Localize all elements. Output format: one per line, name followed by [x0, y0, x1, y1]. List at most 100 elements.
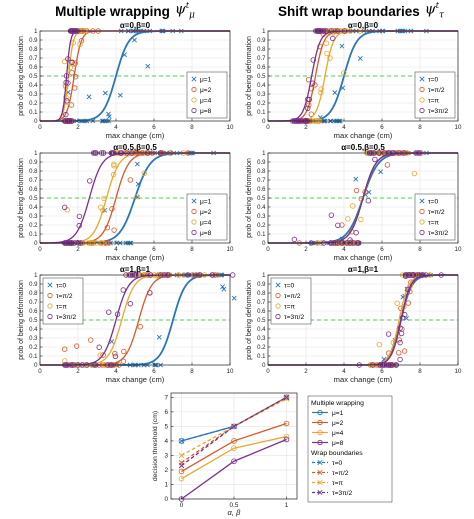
y-tick-label: 1 — [262, 151, 266, 157]
left-column-header: Multiple wrapping ψtμ — [20, 0, 230, 22]
legend-marker — [191, 97, 197, 103]
y-axis-label: prob of being deformation — [246, 280, 253, 360]
legend-marker — [47, 303, 53, 309]
data-point — [76, 213, 83, 220]
data-point — [330, 35, 336, 42]
y-tick-label: 0.8 — [29, 169, 38, 175]
x-tick-label: 10 — [227, 246, 234, 253]
y-tick-label: 0.9 — [257, 38, 266, 44]
x-tick-label: 0 — [38, 368, 42, 375]
legend-label: τ=π — [284, 303, 295, 310]
series-τ=3π/2 — [178, 394, 290, 469]
x-tick-label: 8 — [418, 368, 422, 375]
y-tick-label: 0.5 — [29, 318, 38, 324]
y-tick-label: 0.7 — [257, 300, 266, 306]
right-column-header: Shift wrap boundaries ψtτ — [248, 0, 474, 22]
y-tick-label: 0.4 — [29, 327, 38, 333]
x-tick-label: 2 — [76, 124, 80, 131]
legend-label: τ=0 — [56, 282, 66, 289]
legend-label: μ=8 — [200, 230, 212, 237]
y-tick-label: 0.8 — [29, 291, 38, 297]
y-tick-label: 0 — [34, 363, 38, 369]
legend-marker — [419, 86, 425, 93]
legend-label: μ=8 — [200, 108, 212, 115]
data-point — [347, 237, 353, 243]
y-axis-label: prob of being deformation — [246, 158, 253, 238]
data-point — [106, 111, 111, 117]
series-μ=4 — [178, 433, 290, 482]
x-tick-label: 0 — [180, 502, 184, 509]
data-point — [283, 394, 290, 401]
legend-label: τ=0 — [428, 76, 438, 83]
data-point — [401, 348, 408, 354]
panel-title: α=0.5,β=0.5 — [341, 143, 385, 152]
x-tick-label: 8 — [190, 124, 194, 131]
data-point — [385, 331, 392, 337]
legend-label: τ=π/2 — [284, 293, 301, 300]
y-axis-label: prob of being deformation — [18, 280, 25, 360]
y-tick-label: 1 — [262, 273, 266, 279]
y-tick-label: 0.4 — [257, 83, 266, 89]
y-tick-label: 0.3 — [29, 214, 38, 220]
series-line — [181, 422, 287, 472]
data-point — [178, 468, 185, 475]
data-point — [63, 111, 69, 118]
data-point — [358, 216, 364, 223]
scatter-panel-1: 0 2 4 6 8 10 0 0.1 0.2 0.3 0.4 0.5 0.6 0.7 0.8 0.9 1 α=0,… — [18, 21, 234, 140]
data-point — [120, 358, 127, 364]
data-point — [74, 239, 80, 246]
data-point — [335, 222, 341, 228]
x-tick-label: 0.5 — [230, 502, 239, 509]
data-point — [283, 436, 290, 443]
y-tick-label: 0.2 — [29, 345, 38, 351]
data-point — [178, 452, 185, 459]
data-point — [397, 339, 403, 346]
y-tick-label: 0.7 — [29, 178, 38, 184]
scatter-panel-4: 0 2 4 6 8 10 0 0.1 0.2 0.3 0.4 0.5 0.6 0.7 0.8 0.9 1 α=0.… — [246, 143, 462, 262]
scatter-panel-5: 0 2 4 6 8 10 0 0.1 0.2 0.3 0.4 0.5 0.6 0.7 0.8 0.9 1 α=1,… — [18, 265, 237, 384]
data-point — [231, 438, 237, 444]
legend-marker — [191, 76, 197, 82]
y-tick-label: 0.5 — [257, 196, 266, 202]
y-tick-label: 0.6 — [257, 187, 266, 193]
data-point — [397, 356, 403, 363]
scatter-panel-6: 0 2 4 6 8 10 0 0.1 0.2 0.3 0.4 0.5 0.6 0.7 0.8 0.9 1 α=1,… — [246, 265, 462, 384]
legend-label: τ=0 — [428, 198, 438, 205]
data-point — [357, 55, 363, 61]
data-point — [61, 204, 68, 211]
data-point — [112, 353, 119, 359]
y-tick-label: 0.1 — [29, 232, 38, 238]
legend-label: μ=1 — [332, 410, 344, 417]
x-tick-label: 2 — [304, 368, 308, 375]
y-tick-label: 0 — [262, 119, 266, 125]
y-tick-label: 0.7 — [29, 300, 38, 306]
legend-group-title: Wrap boundaries — [311, 450, 363, 457]
y-tick-label: 5 — [164, 424, 168, 431]
y-tick-label: 1 — [34, 151, 38, 157]
legend: τ=0 τ=π/2 τ=π τ=3π/2 — [42, 277, 84, 325]
y-tick-label: 0.2 — [257, 101, 266, 107]
data-point — [341, 70, 347, 76]
x-tick-label: 1 — [285, 502, 289, 509]
y-tick-label: 0.8 — [257, 291, 266, 297]
data-point — [339, 43, 345, 49]
x-tick-label: 4 — [342, 368, 346, 375]
legend-label: μ=1 — [200, 198, 212, 205]
x-axis-label: max change (cm) — [106, 253, 165, 262]
data-point — [132, 37, 137, 43]
legend-label: μ=2 — [332, 420, 344, 427]
y-tick-label: 0.8 — [257, 169, 266, 175]
legend-marker — [419, 208, 425, 215]
legend-label: τ=π — [428, 219, 439, 226]
data-point — [220, 284, 225, 290]
x-tick-label: 4 — [114, 124, 118, 131]
data-point — [69, 59, 75, 65]
x-axis-label: max change (cm) — [334, 131, 393, 140]
x-tick-label: 10 — [455, 246, 462, 253]
y-tick-label: 4 — [164, 438, 168, 445]
y-tick-label: 0 — [34, 241, 38, 247]
data-point — [283, 420, 290, 427]
legend-label: τ=π — [56, 303, 67, 310]
legend-marker — [47, 292, 53, 299]
